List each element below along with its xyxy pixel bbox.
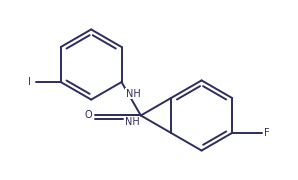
Text: O: O	[84, 111, 92, 120]
Text: NH: NH	[125, 89, 140, 98]
Text: I: I	[28, 77, 31, 87]
Text: NH: NH	[125, 118, 139, 127]
Text: F: F	[264, 128, 270, 138]
